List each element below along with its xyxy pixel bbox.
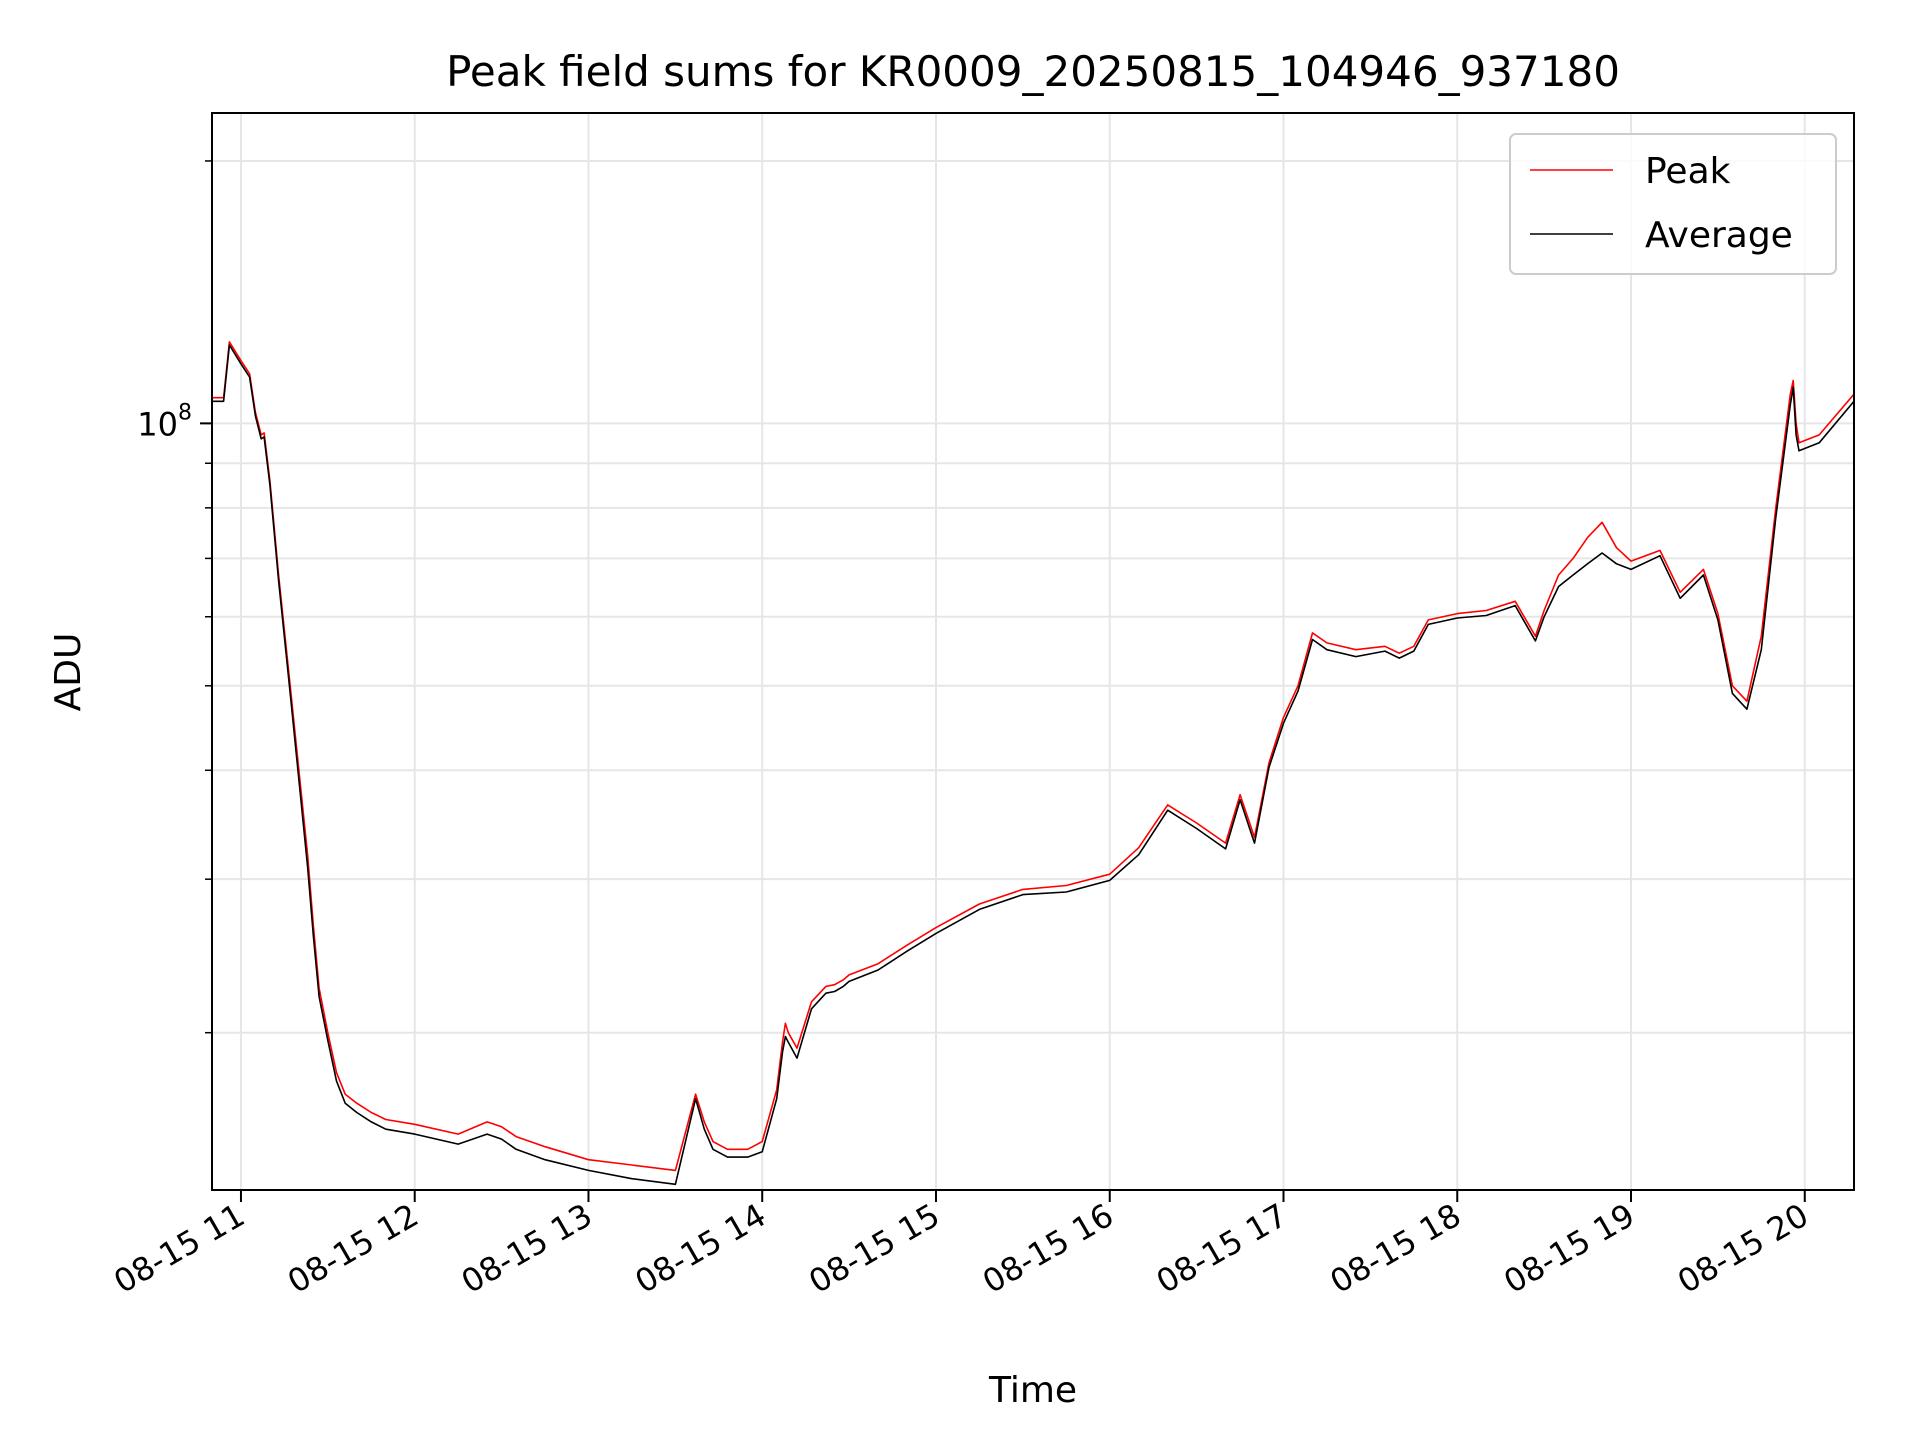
grid-lines — [212, 113, 1854, 1190]
series-lines — [212, 341, 1854, 1186]
plot-area — [212, 113, 1854, 1190]
y-tick-exponent: 8 — [178, 400, 192, 425]
x-axis-label: Time — [988, 1370, 1077, 1411]
legend: Peak Average — [1509, 133, 1837, 275]
legend-label-peak: Peak — [1645, 151, 1731, 192]
chart-title: Peak field sums for KR0009_20250815_1049… — [446, 47, 1620, 96]
y-tick-base: 10 — [137, 405, 178, 443]
plot-frame — [211, 112, 1855, 1191]
y-tick-label: 108 — [137, 400, 192, 443]
y-axis-label: ADU — [48, 633, 89, 712]
legend-label-average: Average — [1645, 215, 1793, 256]
series-line-peak — [212, 341, 1854, 1172]
series-line-average — [212, 344, 1854, 1186]
legend-box — [1509, 133, 1837, 275]
